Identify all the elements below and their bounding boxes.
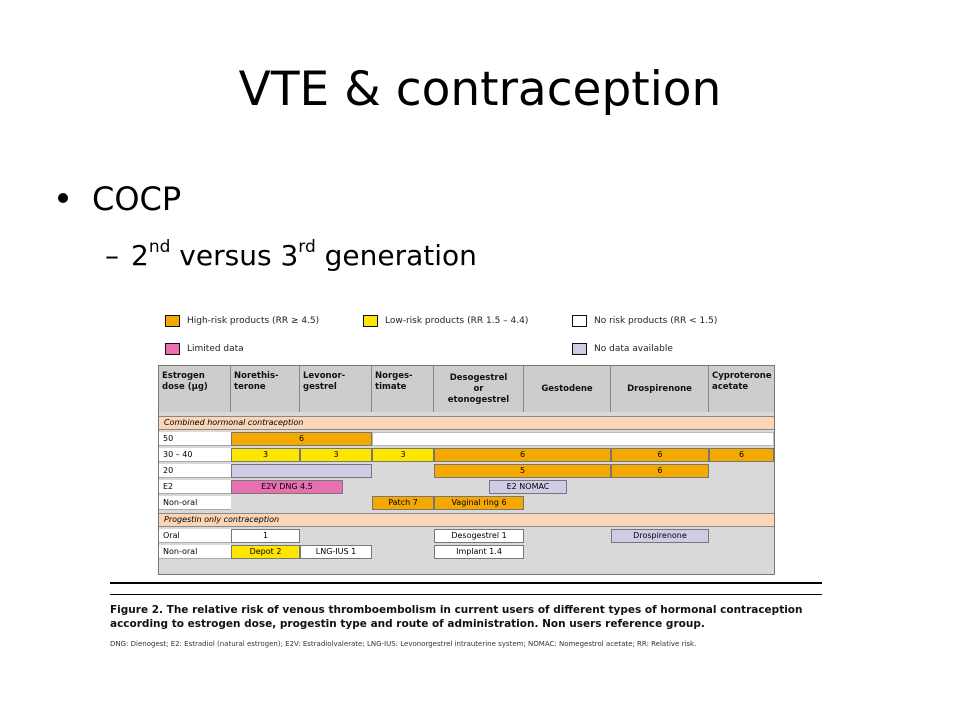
cell-vaginal-ring: Vaginal ring 6 [434,496,524,510]
row-label-non-oral: Non-oral [159,496,231,510]
legend-swatch [165,315,180,327]
sub-bullet-sup1: nd [148,237,171,257]
risk-figure: High-risk products (RR ≥ 4.5) Low-risk p… [110,300,830,660]
header-cyproterone: Cyproterone acetate [709,366,774,412]
bullet-text: COCP [92,180,182,218]
cell-oral-desogestrel: Desogestrel 1 [434,529,524,543]
header-levonorgestrel: Levonor- gestrel [300,366,372,412]
header-drospirenone: Drospirenone [611,366,709,412]
cell-oral-norethisterone: 1 [231,529,300,543]
divider-rule-2 [110,594,822,595]
sub-bullet-dash: – [105,239,119,272]
legend-low-risk: Low-risk products (RR 1.5 – 4.4) [363,315,528,327]
cell-patch: Patch 7 [372,496,434,510]
figure-abbreviations: DNG: Dienogest; E2: Estradiol (natural e… [110,640,697,648]
cell-oral-drospirenone: Drospirenone [611,529,709,543]
row-label-50: 50 [159,432,231,446]
header-desogestrel: Desogestrel or etonogestrel [434,366,524,412]
legend-no-data: No data available [572,343,673,355]
sub-bullet-part2: versus 3 [170,239,299,272]
row-label-non-oral-progestin: Non-oral [159,545,231,559]
section-progestin: Progestin only contraception [159,513,774,527]
cell-30-levonorgestrel: 3 [300,448,372,462]
cell-e2v-dng: E2V DNG 4.5 [231,480,343,494]
cell-30-norethisterone: 3 [231,448,300,462]
figure-caption: Figure 2. The relative risk of venous th… [110,604,803,630]
legend-label: Limited data [187,344,244,354]
bullet-item: COCP [58,178,181,220]
legend-swatch [363,315,378,327]
cell-30-desogestrel-gestodene: 6 [434,448,611,462]
section-combined: Combined hormonal contraception [159,416,774,430]
legend-swatch [572,343,587,355]
sub-bullet-sup2: rd [298,237,316,257]
slide-title: VTE & contraception [238,62,722,117]
sub-bullet-part3: generation [315,239,477,272]
header-norethisterone: Norethis- terone [231,366,300,412]
legend-label: Low-risk products (RR 1.5 – 4.4) [385,316,529,326]
row-label-20: 20 [159,464,231,478]
cell-30-norgestimate: 3 [372,448,434,462]
header-estrogen-dose: Estrogen dose (µg) [159,366,231,412]
legend-label: No data available [594,344,673,354]
legend-high-risk: High-risk products (RR ≥ 4.5) [165,315,319,327]
cell-depot: Depot 2 [231,545,300,559]
legend-swatch [572,315,587,327]
risk-table: Estrogen dose (µg) Norethis- terone Levo… [158,365,775,575]
cell-20-desogestrel-gestodene: 5 [434,464,611,478]
row-label-e2: E2 [159,480,231,494]
cell-20-no-data [231,464,372,478]
cell-lng-ius: LNG-IUS 1 [300,545,372,559]
sub-bullet-part1: 2 [131,239,149,272]
legend-limited-data: Limited data [165,343,244,355]
legend-swatch [165,343,180,355]
cell-50-norethisterone-levonorgestrel: 6 [231,432,372,446]
legend-label: High-risk products (RR ≥ 4.5) [187,316,320,326]
cell-30-drospirenone: 6 [611,448,709,462]
cell-20-drospirenone: 6 [611,464,709,478]
legend-label: No risk products (RR < 1.5) [594,316,718,326]
row-label-30-40: 30 – 40 [159,448,231,462]
legend-no-risk: No risk products (RR < 1.5) [572,315,717,327]
header-gestodene: Gestodene [524,366,611,412]
cell-e2-nomac: E2 NOMAC [489,480,567,494]
cell-50-rest [372,432,774,446]
header-norgestimate: Norges- timate [372,366,434,412]
bullet-dot [58,193,68,203]
divider-rule [110,582,822,584]
cell-implant: Implant 1.4 [434,545,524,559]
row-label-oral: Oral [159,529,231,543]
cell-30-cyproterone: 6 [709,448,774,462]
sub-bullet-item: –2nd versus 3rd generation [105,236,477,276]
